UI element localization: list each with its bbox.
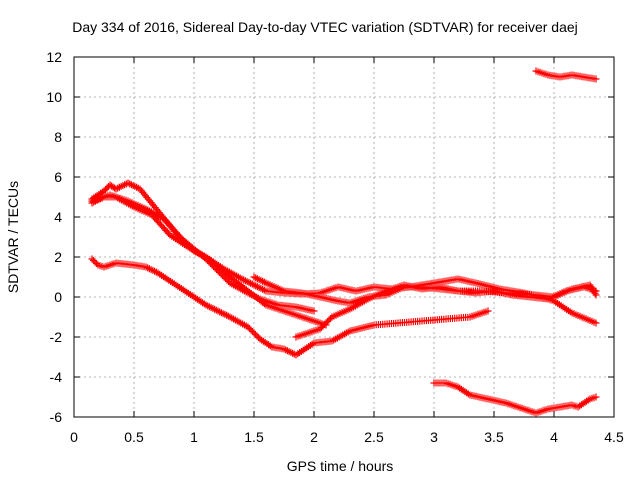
x-tick-label: 1.5 [244, 429, 264, 445]
y-tick-label: -6 [50, 409, 63, 425]
y-tick-label: -4 [50, 369, 63, 385]
y-tick-label: 2 [54, 249, 62, 265]
x-tick-label: 4 [550, 429, 558, 445]
y-tick-label: 6 [54, 169, 62, 185]
x-tick-label: 3 [430, 429, 438, 445]
series-track-d [88, 255, 492, 359]
series-markers [430, 379, 600, 417]
y-tick-label: 10 [46, 89, 62, 105]
series-track-h [430, 379, 600, 417]
x-tick-label: 2.5 [364, 429, 384, 445]
plot-frame [73, 56, 615, 418]
x-tick-labels: 0 0.5 1 1.5 2 2.5 3 3.5 4 4.5 [70, 429, 624, 445]
x-tick-label: 2 [310, 429, 318, 445]
axis-ticks [73, 56, 615, 418]
x-axis-label: GPS time / hours [287, 458, 394, 474]
x-tick-label: 0 [70, 429, 78, 445]
series-track-g [532, 67, 600, 83]
data-series [88, 67, 600, 417]
x-tick-label: 3.5 [484, 429, 504, 445]
y-tick-label: 4 [54, 209, 62, 225]
x-tick-label: 1 [190, 429, 198, 445]
y-tick-labels: -6 -4 -2 0 2 4 6 8 10 12 [46, 49, 62, 425]
y-tick-label: 8 [54, 129, 62, 145]
chart-title: Day 334 of 2016, Sidereal Day-to-day VTE… [72, 19, 578, 35]
x-tick-label: 4.5 [604, 429, 624, 445]
y-axis-label: SDTVAR / TECUs [5, 181, 21, 293]
series-markers [88, 255, 492, 359]
series-markers [292, 281, 600, 341]
x-tick-label: 0.5 [124, 429, 144, 445]
y-tick-label: 12 [46, 49, 62, 65]
y-tick-label: -2 [50, 329, 63, 345]
y-tick-label: 0 [54, 289, 62, 305]
series-track-f [292, 281, 600, 341]
series-markers [532, 67, 600, 83]
